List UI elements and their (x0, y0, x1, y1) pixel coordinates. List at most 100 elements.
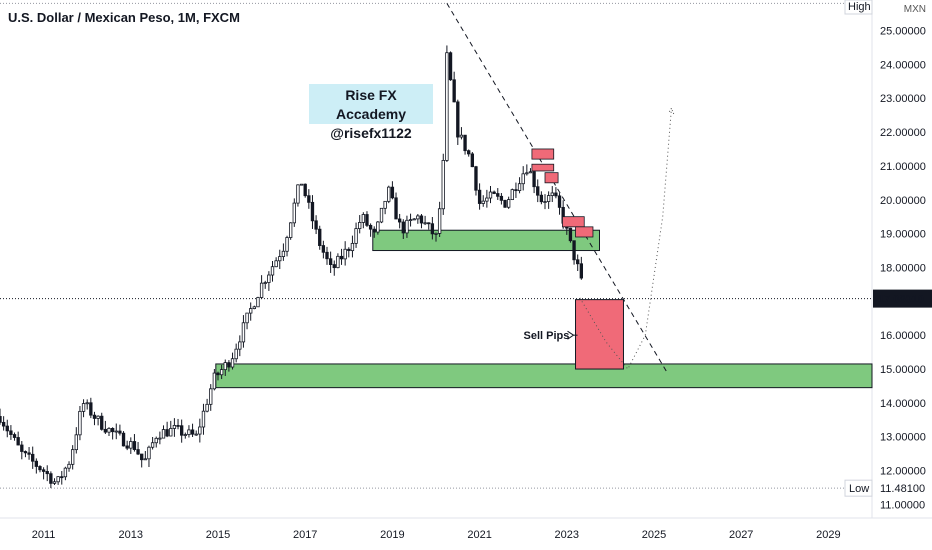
y-tick-label: 22.00000 (880, 127, 926, 139)
candle-body (23, 451, 28, 454)
brand-handle: @risefx1122 (330, 125, 412, 141)
y-tick-label: 20.00000 (880, 195, 926, 207)
candle-body (241, 322, 246, 343)
candle-body (140, 453, 144, 461)
x-tick-label: 2011 (32, 529, 56, 541)
candle-body (96, 415, 100, 419)
candle-body (100, 415, 104, 430)
candle-body (365, 214, 369, 226)
candle-body (416, 215, 420, 220)
candles-layer (0, 45, 584, 489)
candle-body (5, 425, 9, 432)
currency-label: MXN (903, 4, 926, 15)
candle-body (347, 248, 351, 252)
candle-body (318, 228, 322, 246)
candle-body (506, 199, 511, 208)
annotations-layer: Sell Pips (446, 3, 675, 373)
x-tick-label: 2017 (293, 529, 317, 541)
candle-body (205, 403, 209, 412)
x-tick-label: 2027 (729, 529, 753, 541)
sell-pips-arrowhead (567, 330, 575, 340)
candle-body (350, 242, 355, 252)
candle-body (31, 453, 35, 462)
candle-body (103, 428, 108, 433)
candle-body (16, 437, 20, 446)
candle-body (532, 171, 536, 188)
candle-body (165, 429, 169, 437)
candle-body (252, 306, 257, 309)
candle-body (56, 476, 60, 483)
candle-body (470, 153, 475, 168)
supply-block (562, 216, 585, 228)
chart-title: U.S. Dollar / Mexican Peso, 1M, FXCM (8, 10, 240, 25)
candle-body (161, 429, 166, 439)
candle-body (445, 52, 449, 161)
candle-body (576, 259, 580, 265)
candle-body (376, 221, 380, 233)
candle-body (401, 221, 405, 234)
candle-body (485, 197, 489, 202)
candle-body (441, 160, 445, 210)
candle-body (546, 195, 551, 202)
candle-body (278, 256, 282, 262)
y-tick-label: 14.00000 (880, 398, 926, 410)
candle-body (296, 184, 300, 204)
candle-body (63, 467, 68, 478)
candle-body (463, 134, 467, 152)
candle-body (147, 446, 151, 460)
candle-body (1, 421, 6, 427)
candle-body (27, 452, 31, 455)
candle-body (307, 195, 311, 203)
candle-body (339, 255, 344, 260)
candle-body (368, 224, 373, 230)
candle-body (299, 183, 304, 186)
candle-body (136, 449, 140, 455)
candle-body (78, 410, 82, 436)
candle-body (212, 372, 217, 390)
candle-body (496, 193, 500, 197)
x-tick-label: 2021 (467, 529, 491, 541)
candle-body (49, 473, 53, 484)
x-tick-label: 2029 (816, 529, 840, 541)
candle-body (20, 444, 24, 452)
candle-body (481, 200, 485, 204)
candle-body (169, 428, 173, 437)
candle-body (528, 171, 533, 174)
y-tick-label: 13.00000 (880, 432, 926, 444)
current-price-tag (873, 289, 932, 308)
candle-body (107, 428, 111, 433)
candle-body (288, 222, 293, 238)
y-tick-label: 11.00000 (880, 499, 925, 511)
candle-body (434, 232, 438, 235)
candle-body (321, 245, 326, 253)
candle-body (281, 250, 286, 257)
supply-block (575, 226, 594, 238)
candle-body (332, 264, 336, 269)
candle-body (114, 430, 118, 433)
x-tick-label: 2019 (380, 529, 404, 541)
candle-body (514, 189, 518, 192)
candle-body (448, 52, 453, 81)
candle-body (550, 192, 554, 196)
candle-body (219, 369, 224, 376)
candle-body (81, 403, 86, 412)
candle-body (201, 410, 206, 428)
candle-body (510, 189, 514, 200)
candle-body (190, 429, 195, 435)
candle-body (274, 260, 278, 268)
current-price-label: 17.08010 (878, 294, 924, 306)
supply-block (531, 148, 555, 160)
candle-body (408, 219, 413, 221)
candle-body (263, 282, 267, 284)
candle-body (249, 308, 253, 314)
candle-body (70, 449, 75, 465)
axes-layer: 25.00000 24.00000 23.00000 22.00000 21.00000… (32, 0, 932, 541)
candle-body (361, 214, 366, 223)
supply-block (544, 172, 559, 184)
y-tick-label: 18.00000 (880, 262, 926, 274)
candle-body (89, 402, 93, 416)
candle-body (419, 215, 424, 224)
candle-body (397, 218, 402, 223)
y-tick-label: 21.00000 (880, 161, 926, 173)
